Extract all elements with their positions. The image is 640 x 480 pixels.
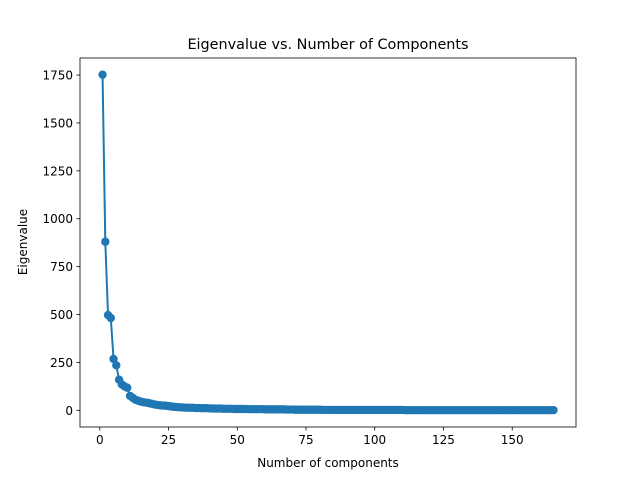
y-tick-label: 250 xyxy=(50,356,73,370)
point xyxy=(109,354,118,364)
y-axis-label: Eigenvalue xyxy=(16,209,30,275)
x-tick-label: 25 xyxy=(161,433,176,447)
chart-title: Eigenvalue vs. Number of Components xyxy=(187,37,468,53)
x-tick-label: 50 xyxy=(230,433,245,447)
x-tick-label: 75 xyxy=(298,433,313,447)
y-tick-label: 750 xyxy=(50,260,73,274)
x-tick-label: 150 xyxy=(501,433,524,447)
y-tick-label: 1750 xyxy=(42,69,73,83)
axes-frame xyxy=(79,57,577,428)
x-tick-label: 0 xyxy=(96,433,104,447)
y-tick-label: 1000 xyxy=(42,212,73,226)
y-tick-label: 1500 xyxy=(42,116,73,130)
x-tick-label: 100 xyxy=(363,433,386,447)
point xyxy=(98,70,107,79)
point xyxy=(106,313,115,323)
point xyxy=(123,383,132,392)
x-tick-label: 125 xyxy=(432,433,455,447)
x-axis-label: Number of components xyxy=(257,456,399,470)
y-tick-label: 1250 xyxy=(42,164,73,178)
point xyxy=(549,405,558,415)
point xyxy=(101,237,110,246)
y-tick-label: 0 xyxy=(65,404,73,418)
point xyxy=(112,361,121,370)
y-tick-label: 500 xyxy=(50,308,73,322)
